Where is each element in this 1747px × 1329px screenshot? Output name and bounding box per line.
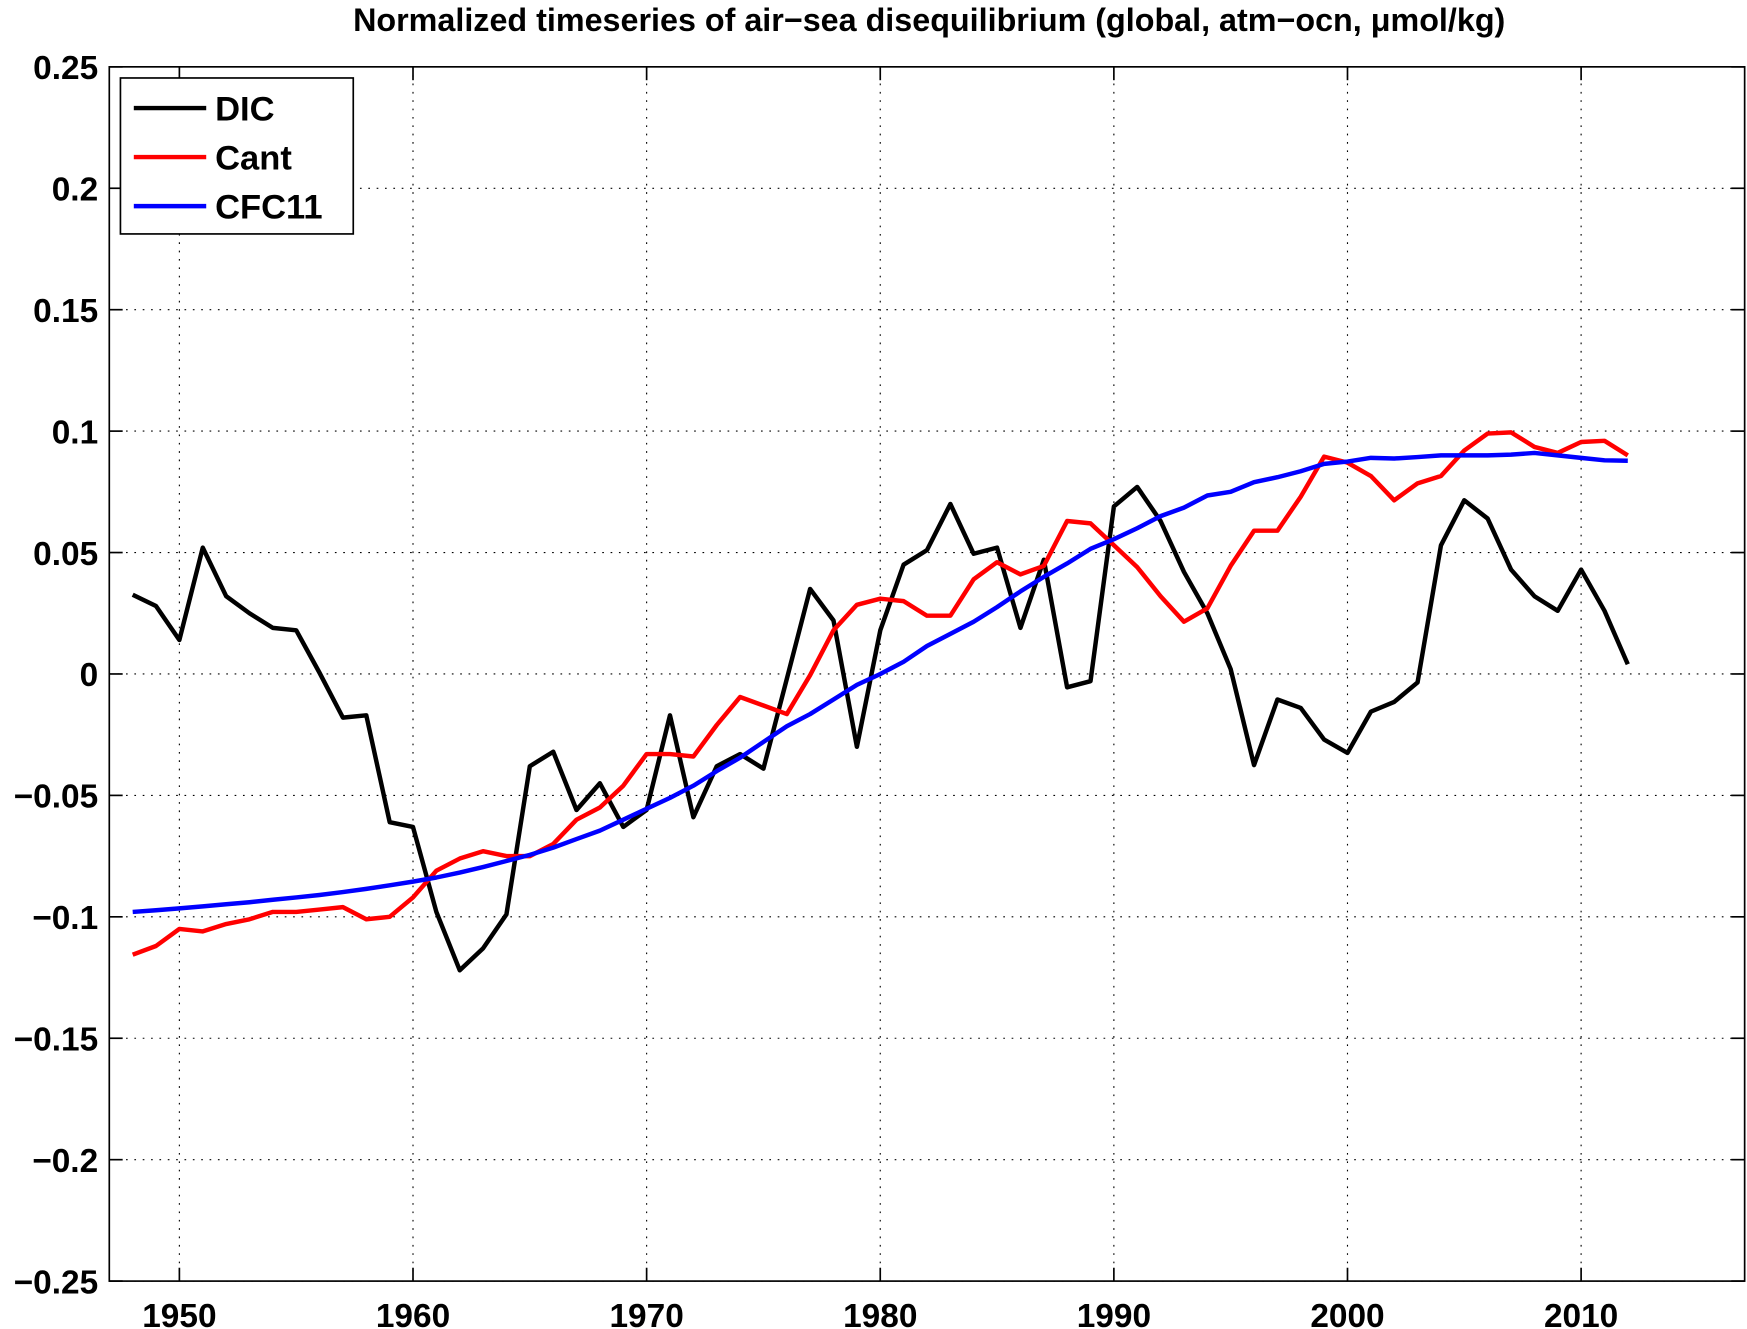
legend: DIC Cant CFC11: [119, 77, 355, 235]
series-line-dic: [131, 484, 1630, 973]
x-tick-label: 1970: [609, 1298, 683, 1329]
x-tick-label: 2010: [1544, 1298, 1618, 1329]
series-line-cant: [131, 430, 1629, 957]
legend-label-cfc11: CFC11: [215, 188, 322, 226]
y-tick-label: 0: [80, 657, 99, 694]
legend-label-dic: DIC: [215, 90, 274, 128]
y-tick-label: −0.05: [14, 779, 99, 816]
y-tick-label: −0.25: [14, 1264, 99, 1301]
y-tick-label: 0.15: [33, 293, 98, 330]
x-tick-label: 1950: [142, 1298, 216, 1329]
grid: [109, 66, 1745, 1282]
y-tick-label: 0.05: [33, 536, 98, 573]
chart-title: Normalized timeseries of air−sea disequi…: [353, 2, 1505, 38]
x-tick-label: 1990: [1077, 1298, 1151, 1329]
series-lines: [131, 430, 1630, 973]
y-tick-label: 0.2: [52, 172, 98, 209]
series-line-cfc11: [132, 450, 1628, 915]
x-tick-label: 1960: [376, 1298, 450, 1329]
y-tick-label: 0.25: [33, 50, 98, 87]
y-tick-label: −0.15: [14, 1022, 99, 1059]
x-tick-label: 1980: [843, 1298, 917, 1329]
ticks: 1950 1960 1970 1980 1990 2000 2010 −0.25 −0.2 −0.…: [14, 50, 1745, 1329]
y-tick-label: 0.1: [52, 414, 98, 451]
x-tick-label: 2000: [1310, 1298, 1384, 1329]
y-tick-label: −0.1: [32, 900, 98, 937]
legend-label-cant: Cant: [215, 139, 292, 177]
plot-frame: [108, 66, 1746, 1282]
y-tick-label: −0.2: [32, 1143, 98, 1180]
